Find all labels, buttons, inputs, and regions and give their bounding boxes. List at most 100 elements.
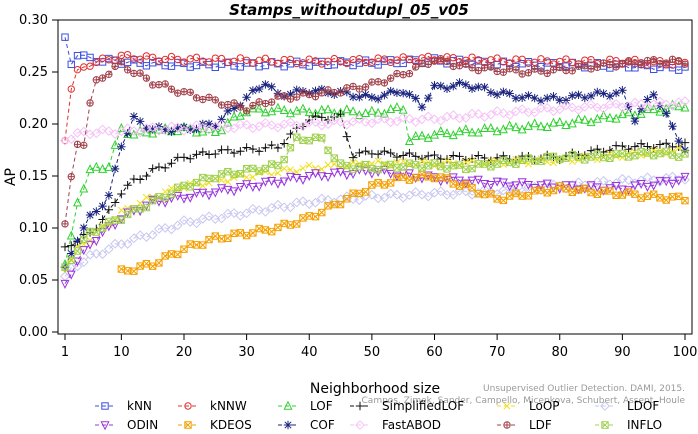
data-point — [218, 101, 225, 109]
data-point — [273, 199, 283, 210]
data-point — [199, 182, 207, 190]
data-point — [67, 249, 76, 258]
data-point — [222, 123, 233, 134]
data-point — [249, 229, 257, 237]
data-point — [205, 235, 213, 244]
data-point — [456, 62, 463, 69]
x-tick-label: 70 — [489, 345, 506, 360]
x-tick-label: 40 — [301, 345, 318, 360]
data-point — [249, 59, 257, 67]
data-point — [367, 169, 377, 179]
data-point — [386, 179, 395, 187]
data-point — [485, 109, 496, 120]
data-point — [148, 164, 157, 173]
data-point — [417, 174, 427, 184]
y-tick-label: 0.25 — [19, 65, 48, 80]
data-point — [279, 139, 289, 148]
data-point — [60, 135, 70, 146]
data-point — [191, 120, 202, 131]
data-point — [293, 93, 300, 101]
data-point — [386, 58, 395, 67]
data-point — [110, 139, 120, 149]
data-point — [260, 117, 271, 128]
data-point — [498, 108, 509, 119]
data-point — [360, 117, 371, 127]
data-point — [254, 121, 265, 132]
data-point — [581, 62, 588, 69]
data-point — [167, 52, 176, 61]
data-point — [160, 198, 170, 208]
data-point — [229, 104, 239, 113]
data-point — [80, 142, 87, 149]
data-point — [111, 62, 119, 71]
x-tick-label: 100 — [673, 345, 698, 360]
data-point — [261, 143, 270, 152]
data-point — [418, 157, 426, 165]
data-point — [204, 119, 214, 129]
data-point — [618, 149, 627, 158]
data-point — [191, 218, 202, 229]
data-point — [392, 189, 402, 200]
data-point — [91, 248, 102, 259]
data-point — [586, 181, 596, 191]
data-point — [293, 93, 301, 101]
data-point — [248, 182, 258, 192]
data-point — [103, 244, 114, 255]
data-point — [487, 157, 495, 165]
data-point — [323, 173, 333, 183]
data-point — [136, 262, 144, 270]
data-point — [435, 186, 446, 197]
data-point — [123, 128, 133, 139]
data-point — [543, 69, 551, 78]
data-point — [649, 190, 658, 198]
data-point — [79, 246, 89, 256]
data-point — [68, 173, 75, 180]
data-point — [349, 82, 357, 91]
data-point — [386, 74, 395, 82]
data-point — [148, 196, 157, 205]
data-point — [224, 234, 232, 242]
data-point — [498, 124, 508, 134]
data-point — [598, 175, 609, 186]
data-point — [430, 81, 439, 90]
data-point — [656, 60, 664, 67]
data-point — [392, 116, 402, 127]
data-point — [674, 176, 684, 186]
data-point — [379, 192, 390, 203]
data-point — [505, 192, 514, 200]
data-point — [517, 178, 527, 188]
series-cof — [60, 78, 690, 272]
data-point — [486, 181, 496, 191]
data-point — [241, 119, 252, 130]
data-point — [598, 103, 609, 114]
series-layer — [60, 33, 690, 289]
legend-item-lof: LOF — [278, 399, 333, 413]
data-point — [147, 122, 158, 133]
data-point — [311, 57, 320, 65]
data-point — [135, 127, 146, 138]
data-point — [618, 86, 627, 95]
data-point — [235, 183, 245, 193]
data-point — [443, 165, 451, 173]
data-point — [61, 33, 69, 41]
data-point — [461, 155, 471, 165]
data-point — [123, 50, 132, 59]
data-point — [199, 95, 207, 104]
data-point — [299, 59, 307, 67]
data-point — [211, 63, 220, 72]
data-point — [493, 195, 501, 203]
data-point — [675, 57, 682, 64]
data-point — [630, 116, 640, 126]
legend-marker — [355, 420, 365, 430]
data-point — [579, 180, 590, 191]
legend-marker — [101, 402, 109, 410]
data-point — [412, 63, 419, 71]
data-point — [229, 208, 239, 218]
data-point — [186, 154, 195, 163]
data-point — [61, 220, 69, 228]
data-point — [66, 270, 76, 280]
data-point — [123, 66, 132, 74]
y-axis: 0.00 0.05 0.10 0.15 0.20 0.25 0.30 — [19, 13, 58, 340]
data-point — [116, 215, 126, 225]
data-point — [617, 109, 627, 119]
